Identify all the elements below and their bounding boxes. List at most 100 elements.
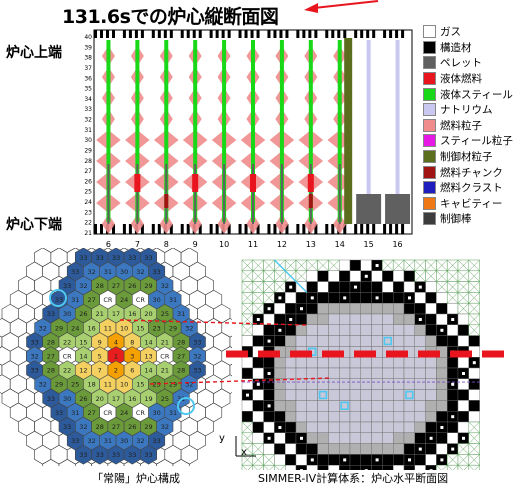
- svg-text:31: 31: [177, 310, 185, 318]
- page-title: 131.6sでの炉心縦断面図: [62, 6, 279, 28]
- legend-swatch: [423, 25, 436, 39]
- caption-simmer: SIMMER-IV計算体系：炉心水平断面図: [258, 472, 449, 485]
- legend-label: 液体スティール: [440, 88, 513, 101]
- legend-swatch: [423, 103, 436, 117]
- svg-text:33: 33: [96, 254, 104, 262]
- svg-text:26: 26: [79, 395, 87, 403]
- caption-joyo-core: 「常陽」炉心構成: [92, 472, 180, 485]
- svg-text:32: 32: [79, 423, 87, 431]
- svg-text:32: 32: [161, 282, 169, 290]
- svg-text:20: 20: [144, 310, 152, 318]
- svg-text:33: 33: [79, 451, 87, 459]
- legend-item: ガス: [423, 24, 522, 40]
- svg-text:25: 25: [161, 395, 169, 403]
- y-tick-label: 32: [84, 117, 92, 124]
- svg-text:32: 32: [39, 324, 47, 332]
- legend-item: 燃料クラスト: [423, 180, 522, 196]
- svg-text:10: 10: [120, 381, 128, 389]
- svg-text:28: 28: [177, 338, 185, 346]
- title-arrow: [304, 0, 379, 13]
- svg-text:CR: CR: [160, 353, 170, 361]
- svg-text:21: 21: [96, 310, 104, 318]
- legend-item: ナトリウム: [423, 102, 522, 118]
- x-tick-label: 7: [135, 240, 140, 249]
- svg-text:17: 17: [112, 395, 120, 403]
- svg-text:33: 33: [71, 268, 79, 276]
- legend-label: ガス: [440, 26, 461, 39]
- legend-item: 燃料チャンク: [423, 164, 522, 180]
- svg-text:6: 6: [130, 367, 134, 375]
- svg-text:33: 33: [144, 451, 152, 459]
- svg-text:33: 33: [71, 437, 79, 445]
- svg-text:16: 16: [87, 324, 95, 332]
- svg-text:28: 28: [177, 367, 185, 375]
- svg-text:4: 4: [114, 338, 118, 346]
- svg-text:32: 32: [136, 437, 144, 445]
- svg-text:17: 17: [112, 310, 120, 318]
- svg-text:33: 33: [112, 254, 120, 262]
- svg-text:30: 30: [153, 409, 161, 417]
- svg-text:33: 33: [30, 338, 38, 346]
- svg-text:15: 15: [136, 381, 144, 389]
- svg-text:31: 31: [104, 268, 112, 276]
- svg-text:32: 32: [30, 353, 38, 361]
- x-tick-label: 13: [306, 240, 316, 249]
- svg-text:23: 23: [153, 381, 161, 389]
- svg-text:33: 33: [47, 395, 55, 403]
- y-axis-label: y: [219, 433, 225, 444]
- legend-swatch: [423, 87, 436, 101]
- legend-item: 制御棒: [423, 211, 522, 227]
- svg-text:33: 33: [30, 367, 38, 375]
- legend-item: 構造材: [423, 40, 522, 56]
- svg-text:30: 30: [120, 437, 128, 445]
- svg-text:33: 33: [153, 437, 161, 445]
- y-tick-label: 28: [84, 158, 92, 165]
- y-tick-label: 38: [84, 55, 92, 62]
- svg-text:33: 33: [128, 254, 136, 262]
- hex-cell: 33: [140, 444, 157, 465]
- svg-text:33: 33: [112, 451, 120, 459]
- svg-text:27: 27: [177, 353, 185, 361]
- svg-text:14: 14: [144, 367, 152, 375]
- legend-swatch: [423, 118, 436, 132]
- legend-item: スティール粒子: [423, 133, 522, 149]
- svg-text:25: 25: [161, 310, 169, 318]
- vertical-section-plot: 6 7 8 9 10 11 12 13 14 15 16 40 39 38 37 36 35 34 33 32 31 30…: [84, 29, 413, 249]
- svg-text:18: 18: [87, 381, 95, 389]
- x-axis-label: x: [241, 447, 247, 458]
- y-tick-label: 35: [84, 86, 92, 93]
- svg-text:CR: CR: [136, 409, 146, 417]
- svg-text:27: 27: [87, 296, 95, 304]
- svg-text:26: 26: [79, 310, 87, 318]
- x-tick-label: 11: [248, 240, 258, 249]
- svg-text:32: 32: [185, 381, 193, 389]
- svg-text:29: 29: [169, 324, 177, 332]
- svg-text:CR: CR: [136, 296, 146, 304]
- legend-label: キャビティー: [440, 197, 503, 210]
- svg-text:33: 33: [55, 296, 63, 304]
- legend-label: ナトリウム: [440, 104, 493, 117]
- svg-text:30: 30: [153, 296, 161, 304]
- y-tick-label: 33: [84, 106, 92, 113]
- legend-swatch: [423, 165, 436, 179]
- legend-swatch: [423, 134, 436, 148]
- y-tick-label: 37: [84, 65, 92, 72]
- svg-text:29: 29: [144, 423, 152, 431]
- legend-swatch: [423, 196, 436, 210]
- svg-text:26: 26: [128, 423, 136, 431]
- y-tick-label: 40: [84, 34, 92, 41]
- svg-text:30: 30: [120, 268, 128, 276]
- svg-text:12: 12: [79, 367, 87, 375]
- svg-text:28: 28: [96, 423, 104, 431]
- svg-text:32: 32: [87, 268, 95, 276]
- svg-text:27: 27: [47, 353, 55, 361]
- y-tick-label: 31: [84, 127, 92, 134]
- svg-text:33: 33: [63, 423, 71, 431]
- y-tick-label: 39: [84, 44, 92, 51]
- svg-text:32: 32: [136, 268, 144, 276]
- svg-text:33: 33: [55, 409, 63, 417]
- legend-swatch: [423, 40, 436, 54]
- svg-text:8: 8: [130, 338, 134, 346]
- svg-text:30: 30: [63, 395, 71, 403]
